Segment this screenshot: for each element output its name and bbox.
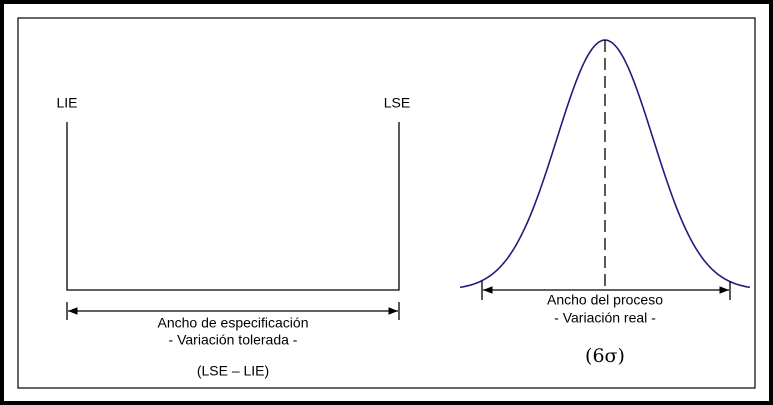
spec-limits	[66, 122, 400, 291]
inner-border	[17, 17, 756, 389]
lse-label: LSE	[384, 95, 410, 111]
process-width-subtitle: - Variación real -	[554, 310, 656, 326]
spec-width-title: Ancho de especificación	[158, 315, 309, 331]
process-formula: (6σ)	[585, 345, 625, 367]
lie-label: LIE	[56, 95, 77, 111]
spec-formula: (LSE – LIE)	[197, 363, 269, 379]
spec-width-subtitle: - Variación tolerada -	[169, 332, 298, 348]
process-width-title: Ancho del proceso	[547, 292, 663, 308]
